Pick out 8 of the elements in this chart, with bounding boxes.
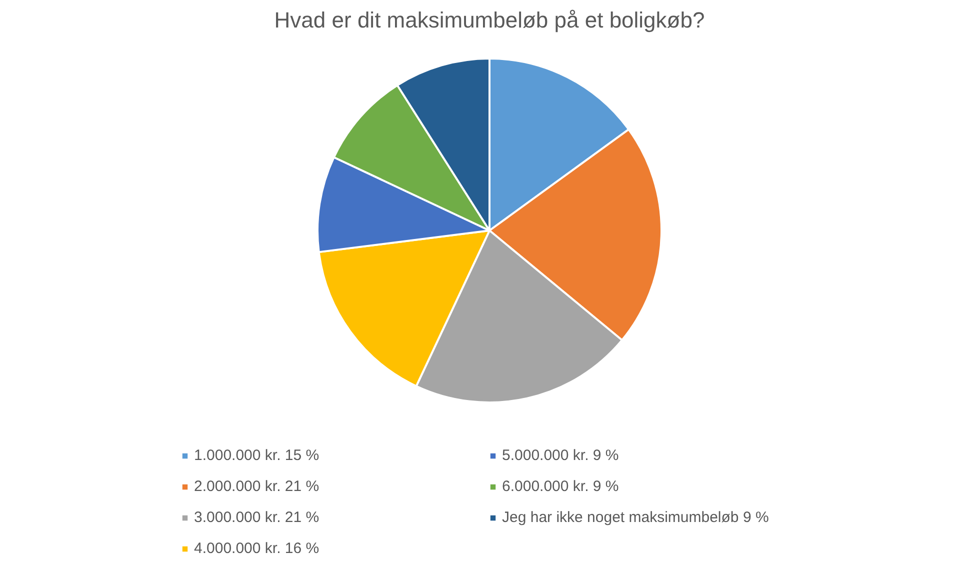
legend-label: 3.000.000 kr. 21 % [194,509,320,526]
legend-label: 1.000.000 kr. 15 % [194,447,320,464]
legend-label: Jeg har ikke noget maksimumbeløb 9 % [502,509,770,526]
legend-label: 6.000.000 kr. 9 % [502,478,620,495]
chart-title: Hvad er dit maksimumbeløb på et boligkøb? [274,8,705,32]
legend-label: 2.000.000 kr. 21 % [194,478,320,495]
legend-label: 5.000.000 kr. 9 % [502,447,620,464]
legend-label: 4.000.000 kr. 16 % [194,540,320,557]
